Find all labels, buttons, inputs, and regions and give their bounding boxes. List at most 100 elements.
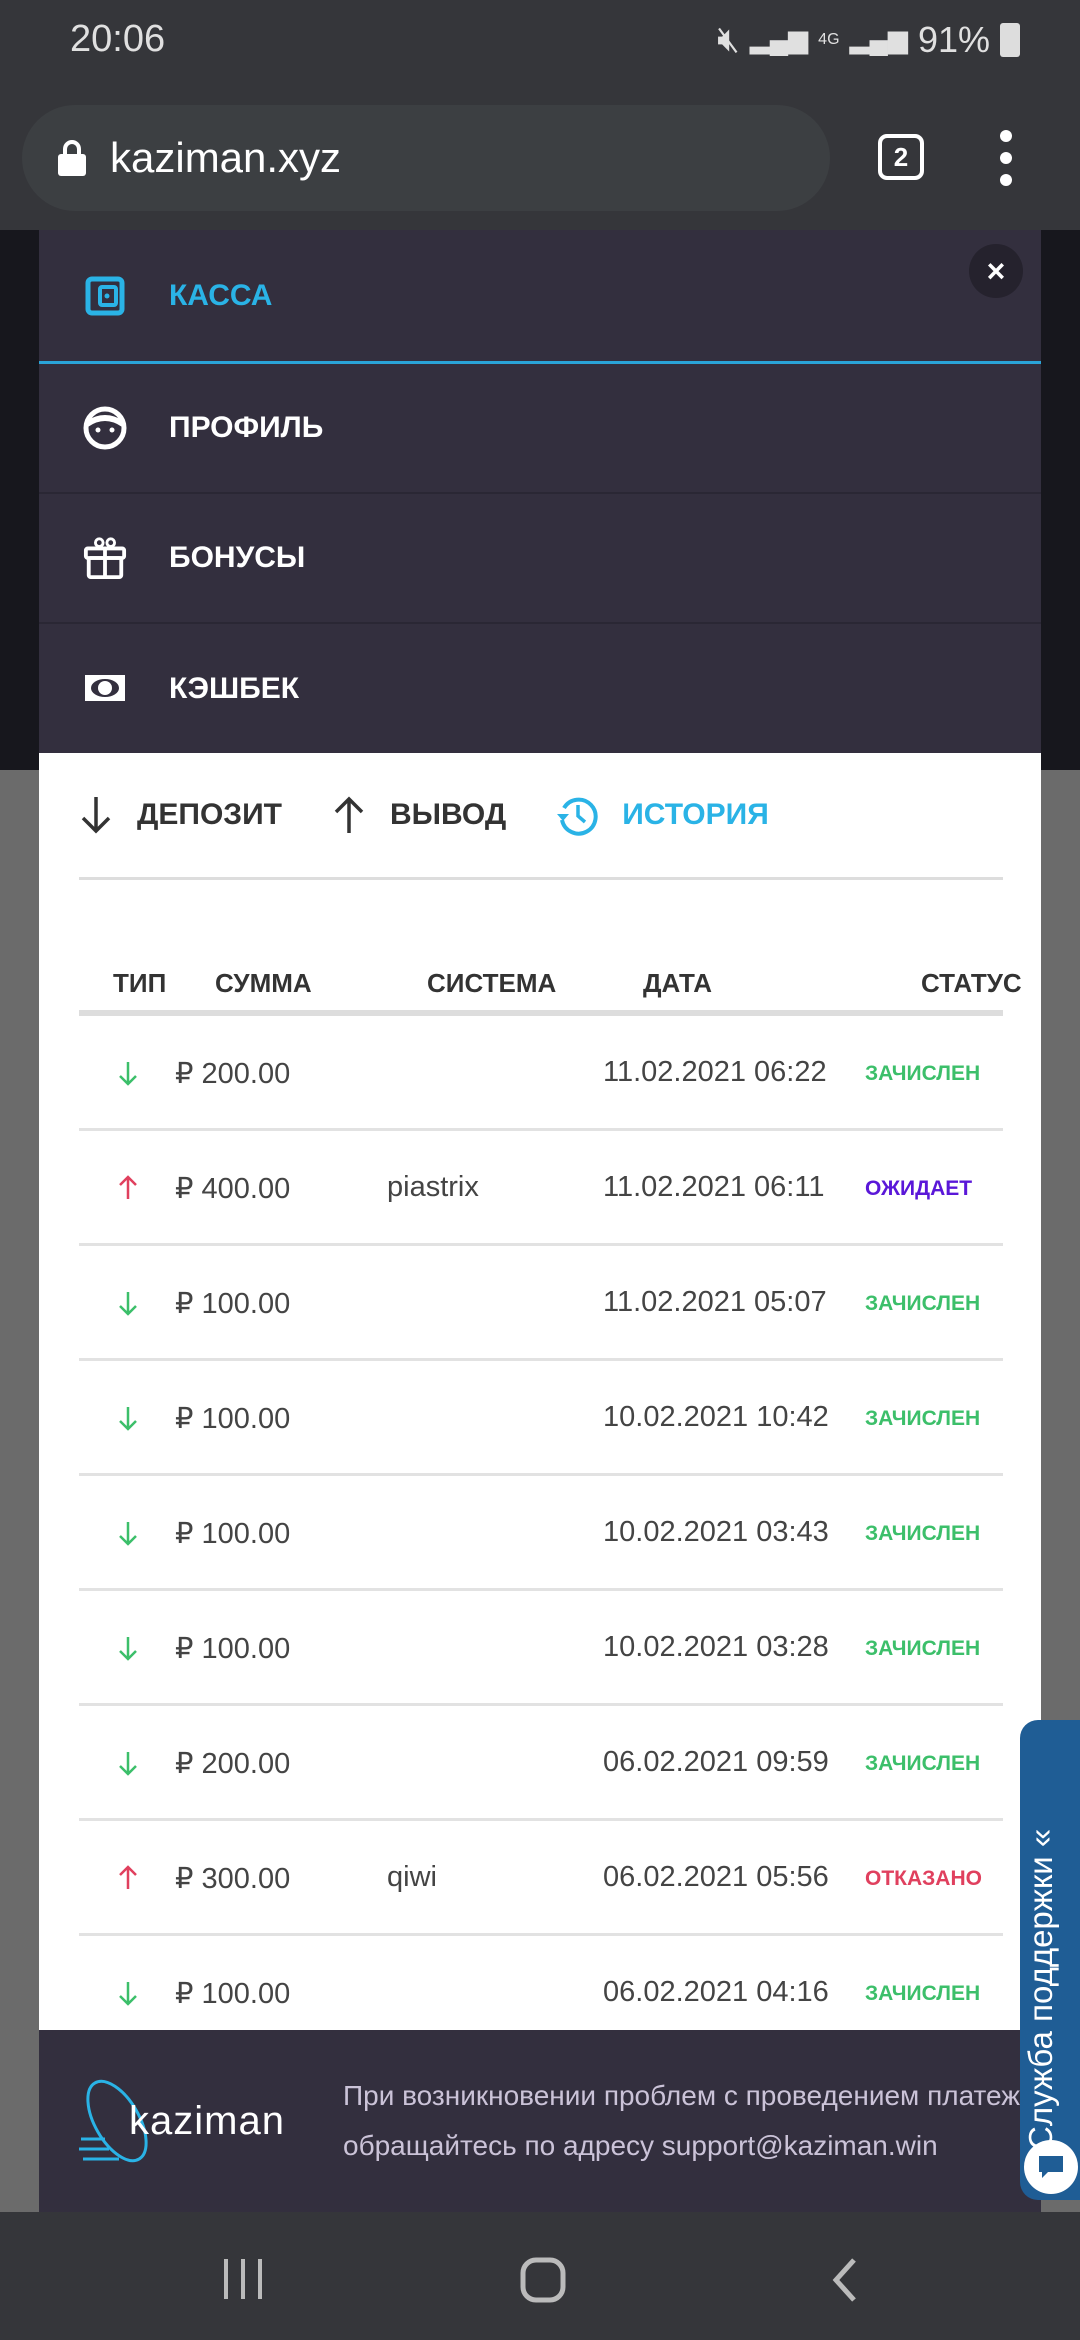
date: 06.02.2021 09:59	[603, 1746, 829, 1778]
arrow-down-icon	[119, 1522, 137, 1546]
battery-icon	[1000, 22, 1020, 57]
column-amount: СУММА	[215, 968, 312, 998]
amount-value: 100.00	[201, 1518, 291, 1550]
status-bar: 20:06 🔇︎ ▂▄▆ 4G ▂▄▆ 91%	[0, 0, 1080, 100]
table-row: ₽ 200.00 06.02.2021 09:59 ЗАЧИСЛЕН	[79, 1706, 1003, 1821]
date: 10.02.2021 10:42	[603, 1401, 829, 1433]
support-widget-button[interactable]: Служба поддержки «	[1020, 1720, 1080, 2200]
arrow-down-icon	[119, 1407, 137, 1431]
notice-line: При возникновении проблем с проведением …	[343, 2080, 1036, 2111]
currency-symbol: ₽	[175, 1978, 194, 2010]
browser-toolbar: kaziman.xyz 2	[0, 100, 1080, 230]
status-badge: ЗАЧИСЛЕН	[865, 1637, 981, 1660]
recent-apps-button[interactable]	[220, 2257, 266, 2301]
tab-label: ДЕПОЗИТ	[137, 798, 282, 831]
table-row: ₽ 200.00 11.02.2021 06:22 ЗАЧИСЛЕН	[79, 1016, 1003, 1131]
address-bar[interactable]: kaziman.xyz	[22, 105, 830, 211]
currency-symbol: ₽	[175, 1748, 194, 1780]
menu-item-label: ПРОФИЛЬ	[169, 411, 324, 444]
history-table: ₽ 200.00 11.02.2021 06:22 ЗАЧИСЛЕН ₽ 400.00…	[79, 1016, 1003, 2051]
tab-history[interactable]: ИСТОРИЯ	[556, 794, 769, 836]
arrow-down-icon	[81, 797, 111, 834]
mute-icon: 🔇︎	[717, 18, 740, 59]
date: 11.02.2021 05:07	[603, 1286, 827, 1318]
cashier-tabs: ДЕПОЗИТ ВЫВОД ИСТОРИЯ	[79, 753, 1003, 880]
signal-icon: ▂▄▆	[749, 24, 809, 54]
date: 11.02.2021 06:11	[603, 1171, 825, 1203]
notice-line: обращайтесь по адресу support@kaziman.wi…	[343, 2130, 938, 2161]
date: 10.02.2021 03:28	[603, 1631, 829, 1663]
arrow-up-icon	[334, 796, 364, 833]
amount-value: 200.00	[201, 1748, 291, 1780]
cashier-modal: КАССА ПРОФИЛЬ БОНУСЫ КЭШБЕК × ДЕПОЗИТ	[39, 230, 1041, 2212]
menu-item-label: КЭШБЕК	[169, 672, 300, 705]
table-header: ТИП СУММА СИСТЕМА ДАТА СТАТУС	[79, 952, 1022, 1016]
column-type: ТИП	[113, 968, 167, 998]
face-icon	[83, 406, 127, 450]
kaziman-logo: kaziman	[79, 2071, 289, 2171]
date: 06.02.2021 04:16	[603, 1976, 829, 2008]
status-badge: ОТКАЗАНО	[865, 1867, 982, 1890]
status-badge: ЗАЧИСЛЕН	[865, 1752, 981, 1775]
table-row: ₽ 100.00 06.02.2021 04:16 ЗАЧИСЛЕН	[79, 1936, 1003, 2051]
amount-value: 400.00	[201, 1173, 291, 1205]
status-badge: ЗАЧИСЛЕН	[865, 1062, 981, 1085]
account-menu: КАССА ПРОФИЛЬ БОНУСЫ КЭШБЕК ×	[39, 230, 1041, 753]
currency-symbol: ₽	[175, 1288, 194, 1320]
amount: ₽ 100.00	[175, 1401, 290, 1436]
status-badge: ЗАЧИСЛЕН	[865, 1292, 981, 1315]
footer: kaziman При возникновении проблем с пров…	[39, 2030, 1041, 2212]
network-type: 4G	[818, 30, 840, 48]
amount: ₽ 100.00	[175, 1631, 290, 1666]
currency-symbol: ₽	[175, 1518, 194, 1550]
amount: ₽ 200.00	[175, 1746, 290, 1781]
back-button[interactable]	[830, 2257, 860, 2303]
arrow-down-icon	[119, 1752, 137, 1776]
status-badge: ЗАЧИСЛЕН	[865, 1982, 981, 2005]
tab-switcher-button[interactable]: 2	[878, 134, 924, 180]
menu-item-bonuses[interactable]: БОНУСЫ	[39, 494, 1041, 624]
system-icons: 🔇︎ ▂▄▆ 4G ▂▄▆ 91%	[717, 18, 1020, 61]
arrow-down-icon	[119, 1062, 137, 1086]
amount-value: 300.00	[201, 1863, 291, 1895]
column-date: ДАТА	[643, 968, 713, 998]
tab-withdraw[interactable]: ВЫВОД	[332, 795, 506, 835]
chat-icon	[1024, 2140, 1078, 2194]
arrow-down-icon	[119, 1637, 137, 1661]
tab-label: ИСТОРИЯ	[622, 798, 769, 831]
amount: ₽ 100.00	[175, 1516, 290, 1551]
menu-item-kassa[interactable]: КАССА	[39, 230, 1041, 364]
amount: ₽ 100.00	[175, 1976, 290, 2011]
clock: 20:06	[70, 18, 166, 60]
table-row: ₽ 400.00 piastrix 11.02.2021 06:11 ОЖИДАЕТ	[79, 1131, 1003, 1246]
url-text: kaziman.xyz	[110, 134, 342, 181]
battery-level: 91%	[917, 18, 990, 60]
arrow-down-icon	[119, 1292, 137, 1316]
wallet-icon	[83, 274, 127, 318]
history-icon	[557, 797, 598, 836]
menu-item-cashback[interactable]: КЭШБЕК	[39, 624, 1041, 754]
column-status: СТАТУС	[921, 968, 1022, 998]
lock-icon	[58, 140, 86, 176]
currency-symbol: ₽	[175, 1173, 194, 1205]
tab-label: ВЫВОД	[389, 798, 507, 831]
menu-item-label: КАССА	[169, 278, 273, 312]
menu-item-label: БОНУСЫ	[169, 541, 306, 574]
signal-icon: ▂▄▆	[849, 24, 908, 54]
table-row: ₽ 100.00 10.02.2021 03:28 ЗАЧИСЛЕН	[79, 1591, 1003, 1706]
payment-system: piastrix	[387, 1171, 479, 1203]
close-button[interactable]: ×	[969, 244, 1023, 298]
home-button[interactable]	[520, 2257, 566, 2303]
browser-menu-icon[interactable]	[996, 130, 1016, 186]
money-icon	[83, 667, 127, 711]
gift-icon	[83, 536, 127, 580]
menu-item-profile[interactable]: ПРОФИЛЬ	[39, 364, 1041, 494]
amount-value: 100.00	[201, 1978, 291, 2010]
amount-value: 100.00	[201, 1403, 291, 1435]
currency-symbol: ₽	[175, 1058, 194, 1090]
logo-text: kaziman	[129, 2099, 285, 2143]
support-label: Служба поддержки «	[1022, 1828, 1059, 2150]
amount: ₽ 300.00	[175, 1861, 290, 1896]
currency-symbol: ₽	[175, 1863, 194, 1895]
tab-deposit[interactable]: ДЕПОЗИТ	[79, 795, 282, 835]
